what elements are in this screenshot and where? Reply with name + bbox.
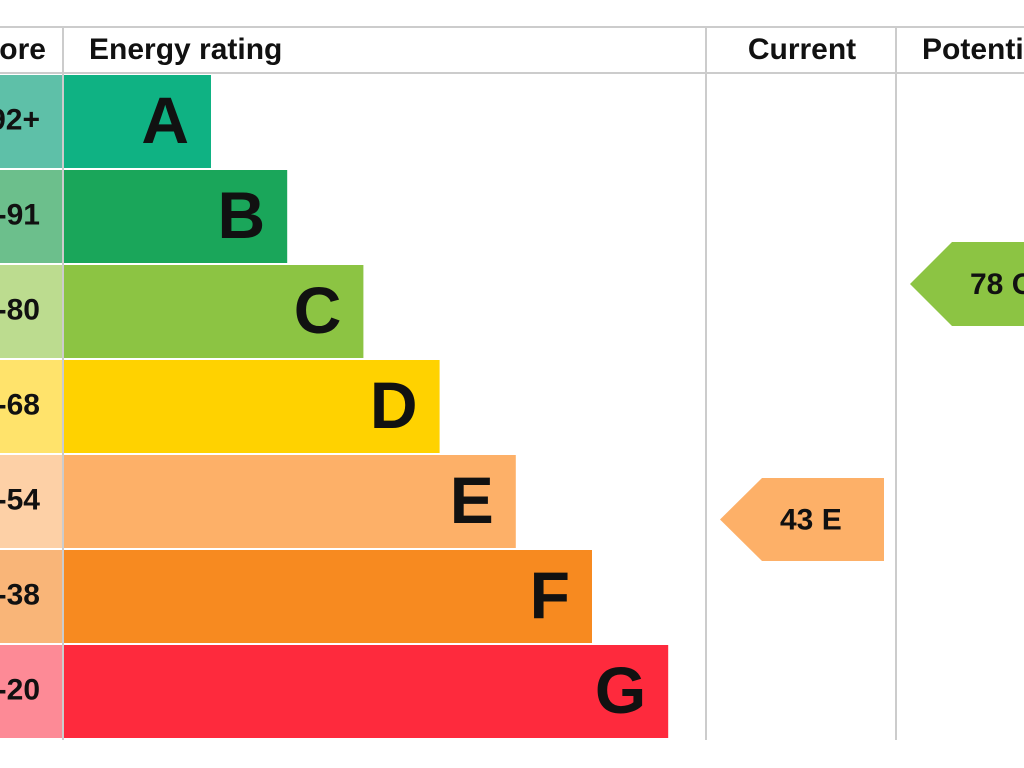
potential-label: 78 C (970, 268, 1024, 301)
score-cell (0, 645, 62, 738)
score-label: 69-80 (0, 293, 40, 326)
rating-bar (64, 265, 364, 358)
header-current: Current (748, 33, 856, 66)
header-rating: Energy rating (89, 33, 282, 66)
score-label: 92+ (0, 103, 40, 136)
current-label: 43 E (780, 503, 842, 536)
rating-letter: F (530, 558, 570, 632)
score-cell (0, 455, 62, 548)
rating-letter: D (370, 368, 418, 442)
score-label: 81-91 (0, 198, 40, 231)
rating-bar (64, 360, 440, 453)
rating-letter: A (141, 83, 189, 157)
rating-letter: B (218, 178, 266, 252)
score-cell (0, 265, 62, 358)
rating-bar (64, 645, 669, 738)
header-potential: Potential (922, 33, 1024, 66)
potential-arrow (910, 242, 1024, 326)
rating-bar (64, 550, 592, 643)
rating-letter: C (294, 273, 342, 347)
rating-bar (64, 75, 211, 168)
score-label: 39-54 (0, 483, 40, 516)
score-label: 1-20 (0, 673, 40, 706)
rating-letter: G (595, 653, 646, 727)
current-arrow (720, 478, 884, 561)
score-cell (0, 550, 62, 643)
score-cell (0, 170, 62, 263)
score-label: 21-38 (0, 578, 40, 611)
header-score: Score (0, 33, 46, 66)
score-cell (0, 360, 62, 453)
rating-bar (64, 455, 516, 548)
rating-bar (64, 170, 288, 263)
rating-letter: E (450, 463, 494, 537)
score-cell (0, 75, 62, 168)
score-label: 55-68 (0, 388, 40, 421)
